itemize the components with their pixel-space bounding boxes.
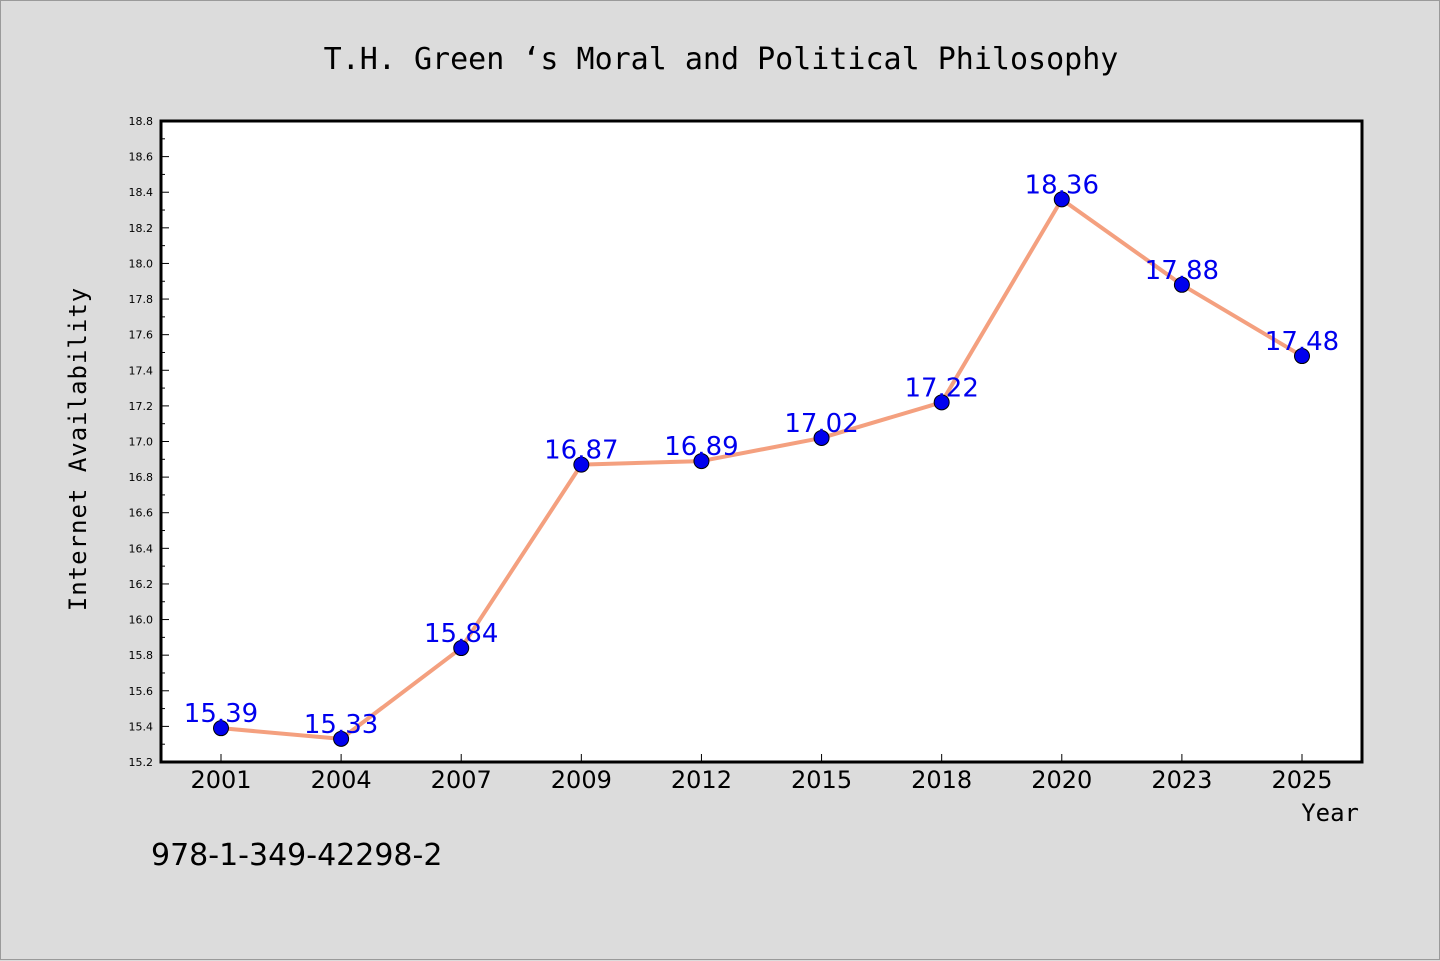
data-label: 17.88 [1145,256,1219,286]
x-tick-label: 2004 [311,766,372,794]
y-tick-label: 17.0 [129,436,154,449]
y-tick-label: 18.4 [129,186,154,199]
y-tick-label: 15.2 [129,756,154,769]
x-tick-label: 2012 [671,766,732,794]
y-tick-label: 18.6 [129,151,154,164]
data-label: 17.48 [1265,327,1339,357]
data-point [213,720,229,737]
data-point [453,640,470,657]
data-point [813,429,830,446]
y-tick-label: 16.6 [129,507,154,520]
data-label: 15.39 [184,699,258,729]
data-label: 15.84 [424,619,498,649]
y-tick-label: 16.4 [129,542,154,555]
data-label: 18.36 [1025,170,1099,200]
isbn-footer: 978-1-349-42298-2 [151,838,442,873]
x-tick-label: 2015 [791,766,852,794]
x-tick-label: 2020 [1031,766,1092,794]
y-tick-label: 18.0 [129,257,154,270]
series-layer: 15.39 15.33 15.84 16.87 16.89 17.02 17.22 18.36… [184,170,1339,747]
y-tick-label: 17.6 [129,329,154,342]
y-tick-label: 17.2 [129,400,154,413]
y-tick-label: 18.8 [129,115,154,128]
y-tick-label: 17.8 [129,293,154,306]
x-tick-label: 2009 [551,766,612,794]
x-tick-label: 2007 [431,766,492,794]
data-point [693,453,710,470]
x-tick-label: 2001 [190,766,251,794]
data-label: 15.33 [304,710,378,740]
y-tick-label: 15.8 [129,649,154,662]
series-line [219,197,1304,741]
data-label: 17.02 [784,409,858,439]
data-label: 17.22 [904,373,978,403]
chart-title: T.H. Green ‘s Moral and Political Philos… [324,42,1119,77]
y-tick-label: 16.0 [129,614,154,627]
y-tick-label: 16.8 [129,471,154,484]
data-point [573,456,590,473]
data-label: 16.89 [664,432,738,462]
y-axis-label: Internet Availability [64,287,92,611]
x-tick-label: 2025 [1271,766,1332,794]
data-point [933,394,950,411]
x-axis: 2001 2004 2007 2009 2012 2015 2018 2020 2023 2025 [190,754,1333,794]
plot-area [159,119,1364,764]
y-tick-label: 15.6 [129,685,154,698]
y-axis: 15.2 15.4 15.6 15.8 16.0 16.2 16.4 16.6 16.8 17.0… [129,115,169,769]
x-tick-label: 2018 [911,766,972,794]
y-tick-label: 15.4 [129,720,154,733]
data-point [1294,348,1310,365]
y-tick-label: 18.2 [129,222,154,235]
y-tick-label: 17.4 [129,364,154,377]
x-tick-label: 2023 [1151,766,1212,794]
x-axis-label: Year [1301,799,1359,827]
data-point [333,730,350,747]
data-label: 16.87 [544,436,618,466]
y-tick-label: 16.2 [129,578,154,591]
data-point [1173,276,1190,293]
data-point [1053,191,1070,208]
